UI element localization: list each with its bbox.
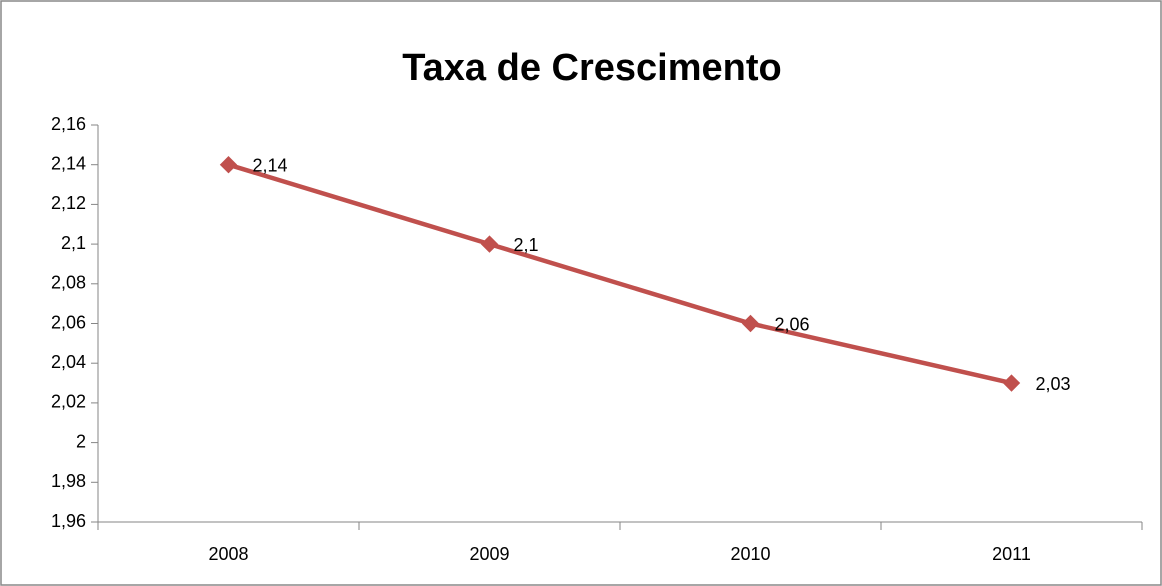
data-label: 2,03 xyxy=(1036,374,1071,394)
data-marker xyxy=(219,155,238,174)
x-tick-label: 2009 xyxy=(469,544,509,564)
x-tick-label: 2008 xyxy=(208,544,248,564)
y-tick-label: 2,16 xyxy=(51,114,86,134)
data-marker xyxy=(1002,374,1021,392)
y-tick-label: 2,14 xyxy=(51,153,86,173)
y-tick-label: 2,08 xyxy=(51,273,86,293)
y-tick-label: 2,04 xyxy=(51,352,86,372)
x-tick-label: 2010 xyxy=(730,544,770,564)
y-tick-label: 2 xyxy=(76,431,86,451)
data-marker xyxy=(480,235,499,253)
y-tick-label: 1,96 xyxy=(51,511,86,531)
y-tick-label: 2,02 xyxy=(51,392,86,412)
y-tick-label: 1,98 xyxy=(51,471,86,491)
y-tick-label: 2,12 xyxy=(51,193,86,213)
data-label: 2,14 xyxy=(253,155,288,175)
y-tick-label: 2,1 xyxy=(61,233,86,253)
data-marker xyxy=(741,314,760,333)
data-label: 2,06 xyxy=(775,314,810,334)
data-line xyxy=(227,162,1013,386)
chart-title: Taxa de Crescimento xyxy=(402,47,781,89)
x-tick-label: 2011 xyxy=(992,544,1031,564)
y-tick-label: 2,06 xyxy=(51,312,86,332)
data-label: 2,1 xyxy=(514,235,539,255)
